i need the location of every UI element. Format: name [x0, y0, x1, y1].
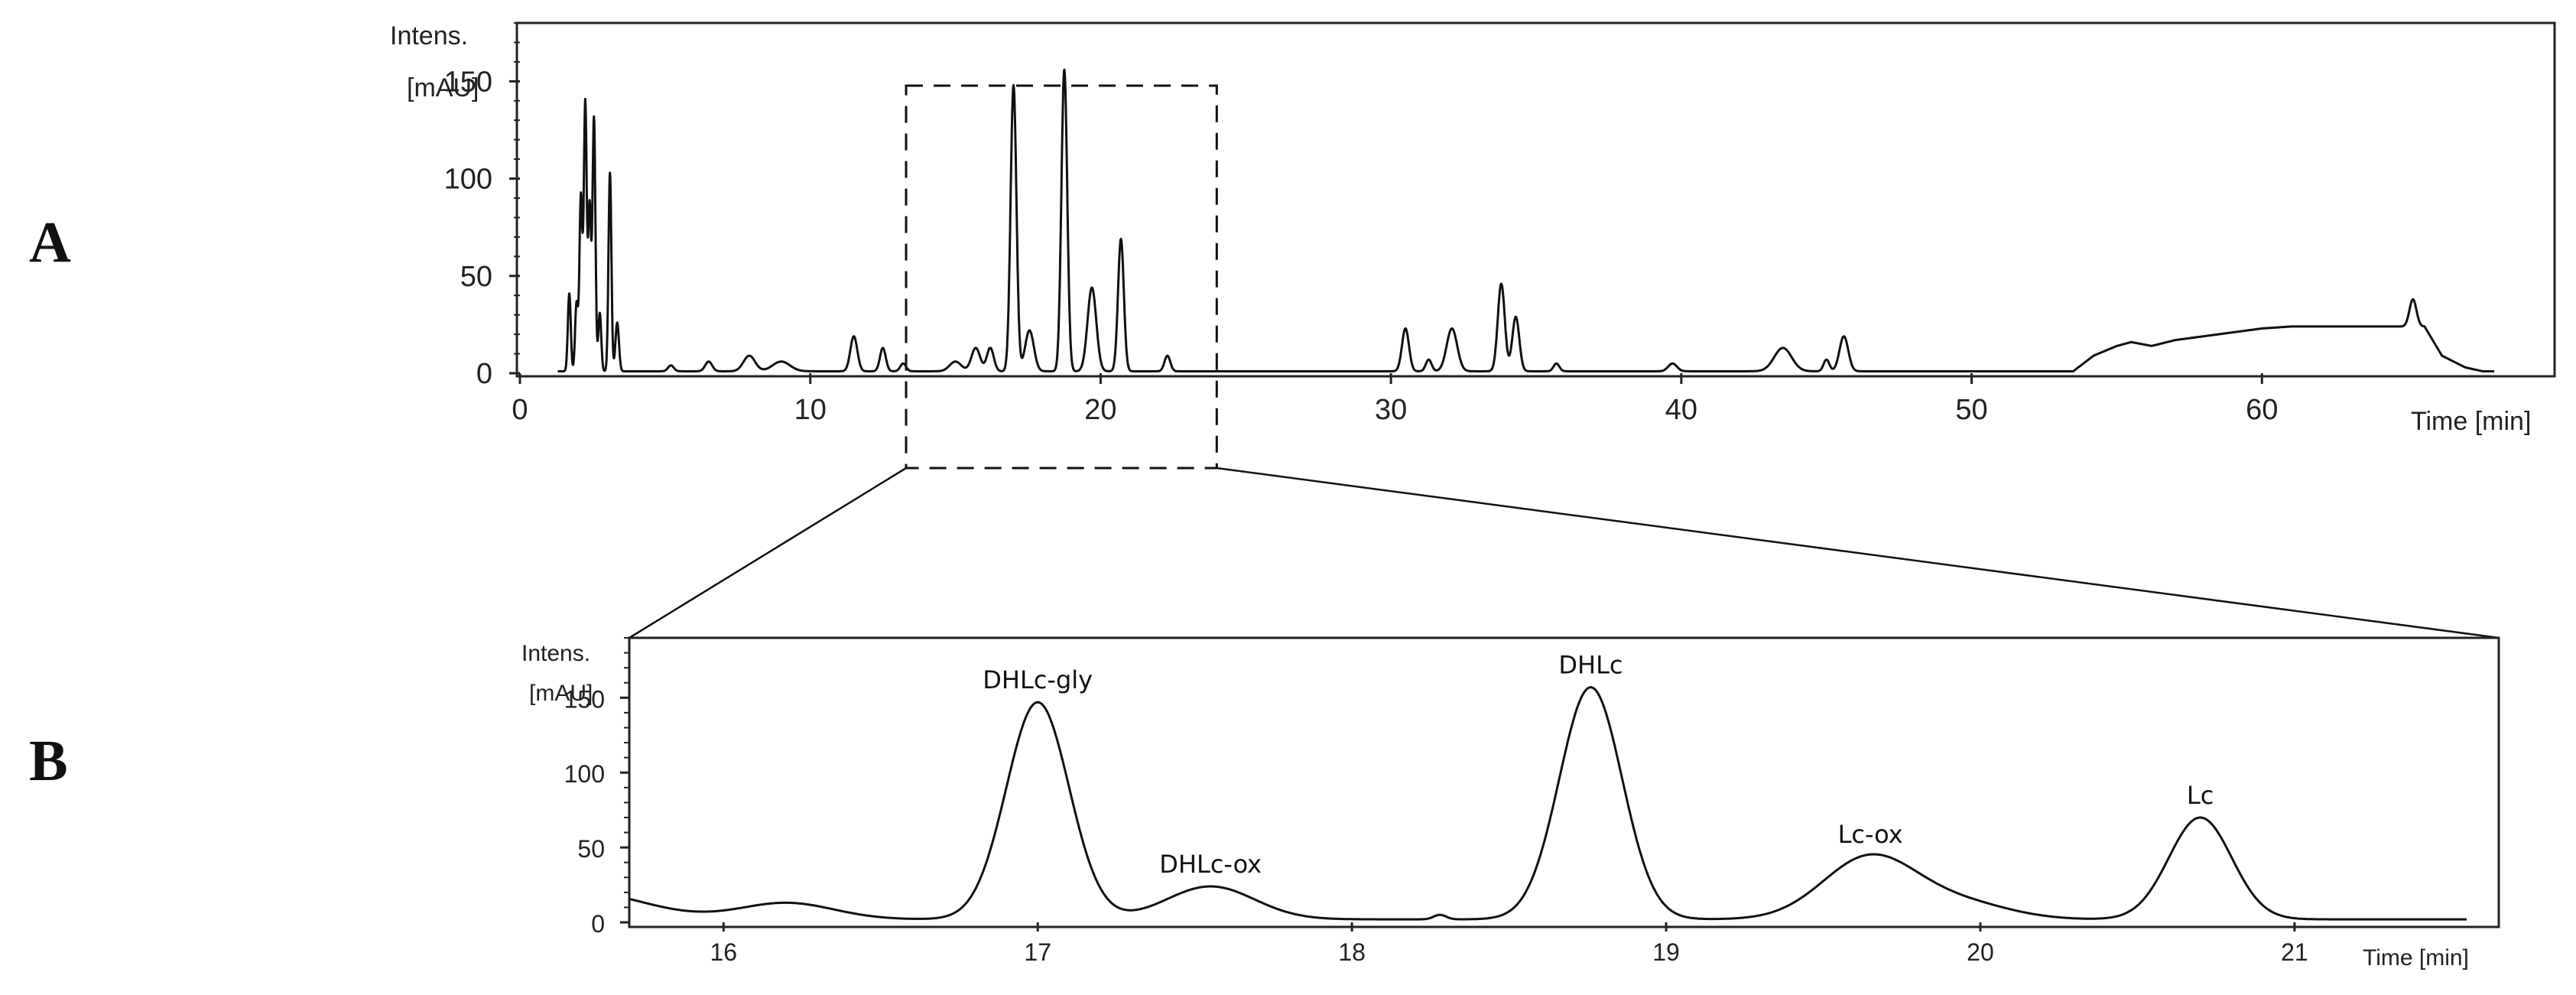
panel-a-y-tick-label: 50: [460, 261, 492, 293]
panel-b-y-tick-label: 150: [564, 685, 605, 713]
panel-a-x-tick-label: 60: [2246, 394, 2278, 426]
zoom-region-box: [905, 84, 1218, 470]
panel-b-x-tick-label: 16: [710, 938, 737, 966]
panel-b-x-ticks: 16 17 18 19 20 21: [710, 922, 2308, 966]
panel-b-x-tick-label: 17: [1024, 938, 1051, 966]
panel-b-peak-labels: DHLc-gly DHLc-ox DHLc Lc-ox Lc: [983, 651, 2214, 879]
panel-b-y-axis-title-line2: [mAU]: [529, 681, 593, 706]
panel-a-y-tick-label: 100: [444, 164, 492, 196]
panel-b-x-tick-label: 20: [1967, 938, 1994, 966]
panel-a-chromatogram-line: [557, 68, 2496, 372]
panel-a-frame: [515, 21, 2556, 378]
panel-b-x-tick-label: 19: [1652, 938, 1680, 966]
panel-b-y-tick-label: 100: [564, 760, 605, 788]
peak-label: Lc-ox: [1838, 820, 1903, 849]
panel-letter-b: B: [29, 729, 68, 793]
panel-b-y-ticks: 0 50 100 150: [564, 637, 629, 938]
panel-b-y-axis-title-line1: Intens.: [521, 641, 590, 666]
panel-b-x-tick-label: 18: [1338, 938, 1366, 966]
panel-a-x-axis-title: Time [min]: [2411, 407, 2531, 436]
zoom-connector-left: [629, 467, 907, 639]
panel-a-x-ticks: 0 10 20 30 40 50 60: [512, 373, 2278, 426]
panel-b-x-tick-label: 21: [2281, 938, 2308, 966]
zoom-indicator: [629, 84, 2500, 639]
panel-b-y-tick-label: 50: [577, 835, 605, 863]
zoom-connector-right: [1217, 467, 2500, 639]
chart-panel-b: 0 50 100 150 16 17 18 19 20 21 Intens. [mAU] Tim…: [521, 636, 2500, 971]
panel-b-frame: [628, 636, 2500, 928]
panel-a-y-tick-label: 150: [444, 66, 492, 98]
panel-a-x-tick-label: 30: [1375, 394, 1407, 426]
panel-a-y-ticks: 0 50 100 150: [444, 22, 520, 390]
panel-a-x-tick-label: 0: [512, 394, 528, 426]
panel-b-x-axis-title: Time [min]: [2363, 945, 2469, 971]
panel-a-y-axis-title-line1: Intens.: [390, 21, 468, 50]
panel-a-x-tick-label: 10: [794, 394, 827, 426]
panel-a-x-tick-label: 40: [1665, 394, 1697, 426]
panel-a-x-tick-label: 50: [1955, 394, 1987, 426]
peak-label: Lc: [2187, 781, 2214, 810]
chart-panel-a: 0 50 100 150 0 10 20 30 40 50 60 Intens. [mAU] Ti…: [390, 21, 2556, 436]
peak-label: DHLc-ox: [1159, 850, 1262, 879]
peak-label: DHLc: [1558, 651, 1623, 680]
panel-a-x-tick-label: 20: [1084, 394, 1116, 426]
panel-b-chromatogram-line: [629, 686, 2467, 921]
panel-a-y-tick-label: 0: [476, 358, 492, 390]
panel-a-y-axis-title-line2: [mAU]: [407, 73, 479, 102]
panel-b-y-tick-label: 0: [591, 910, 605, 938]
peak-label: DHLc-gly: [983, 665, 1093, 694]
panel-letter-a: A: [29, 210, 71, 275]
